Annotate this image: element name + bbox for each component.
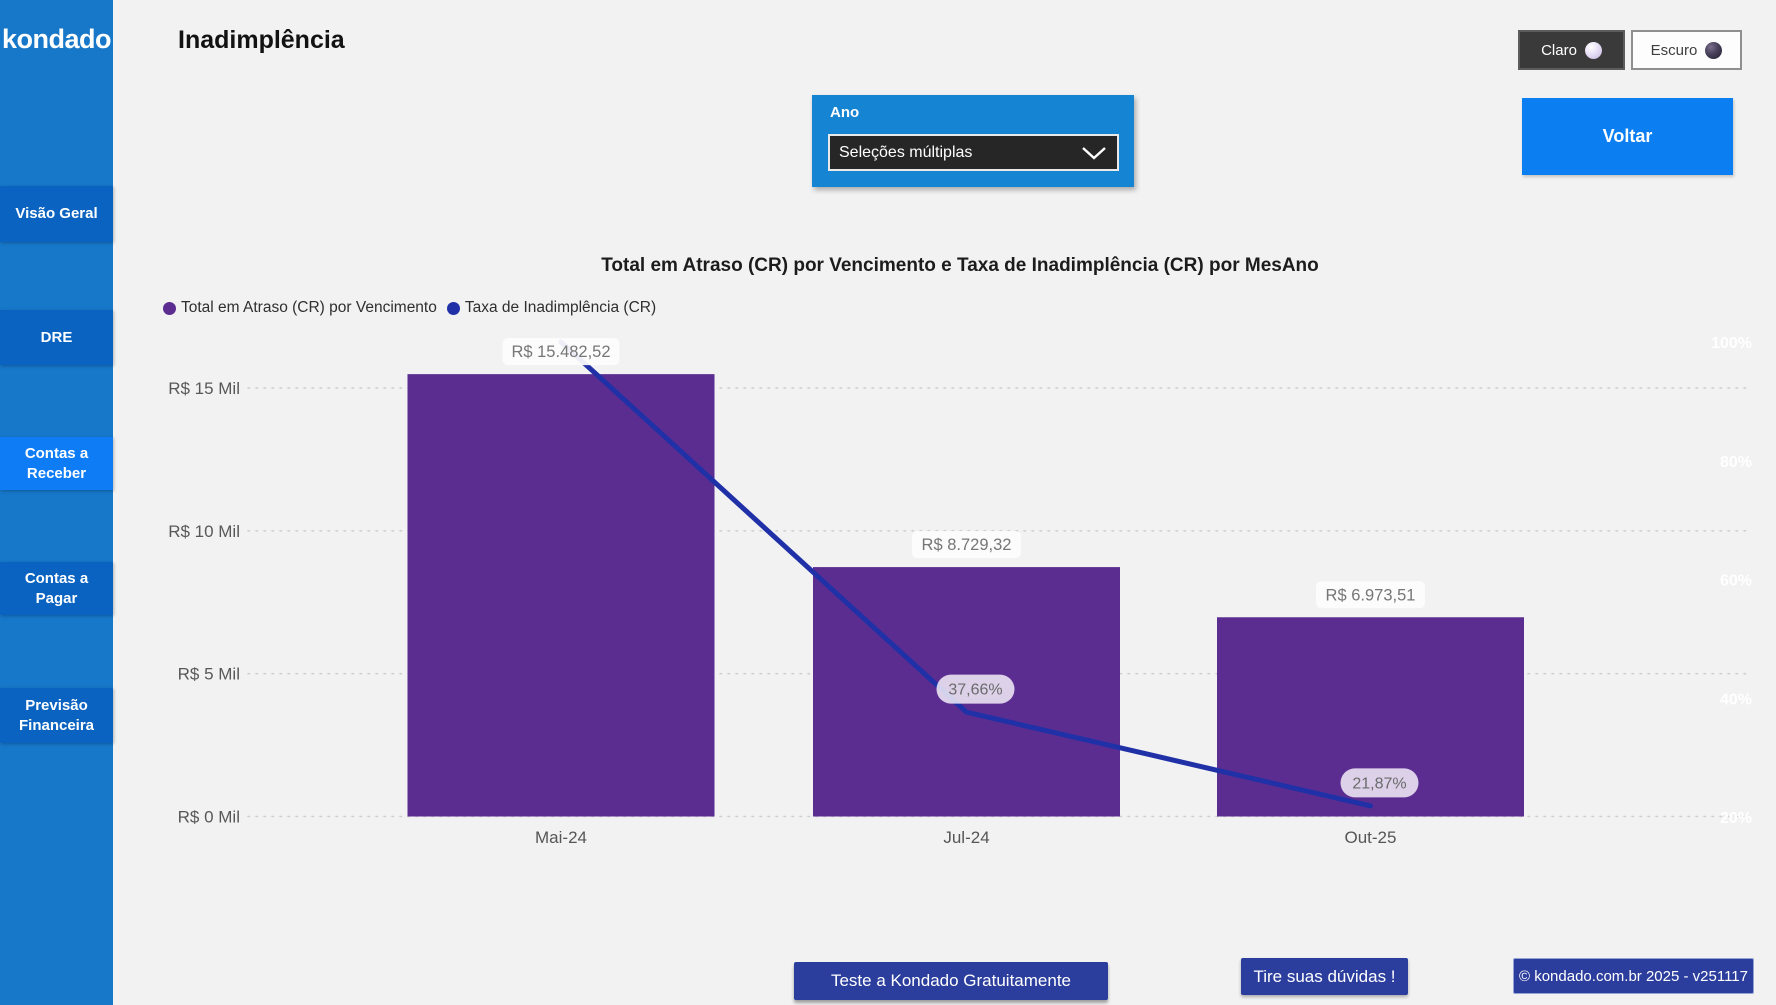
sidebar-item-contas-a-pagar[interactable]: Contas a Pagar bbox=[0, 562, 113, 615]
bar-value-label: R$ 6.973,51 bbox=[1326, 586, 1416, 604]
legend-item-line-series[interactable]: Taxa de Inadimplência (CR) bbox=[446, 299, 657, 317]
chart-title: Total em Atraso (CR) por Vencimento e Ta… bbox=[601, 255, 1319, 276]
bar-value-label-box bbox=[912, 531, 1021, 559]
legend-label: Taxa de Inadimplência (CR) bbox=[464, 299, 657, 316]
dark-theme-orb-icon bbox=[1705, 41, 1723, 59]
theme-light-label: Claro bbox=[1541, 41, 1577, 59]
y-axis-tick-label: R$ 10 Mil bbox=[168, 522, 240, 541]
light-theme-orb-icon bbox=[1584, 41, 1602, 59]
theme-dark-label: Escuro bbox=[1650, 41, 1698, 59]
rate-label-box bbox=[1340, 768, 1419, 798]
sidebar-item-label: Visão Geral bbox=[15, 205, 98, 222]
sidebar-item-dre[interactable]: DRE bbox=[0, 310, 113, 365]
year-filter-panel: Ano Seleções múltiplas bbox=[812, 95, 1134, 187]
voltar-button[interactable]: Voltar bbox=[1522, 98, 1733, 175]
right-axis-tick-label: 100% bbox=[1711, 335, 1752, 352]
year-filter-value: Seleções múltiplas bbox=[839, 143, 973, 161]
bar-value-label-box bbox=[502, 338, 620, 366]
sidebar-item-visao-geral[interactable]: Visão Geral bbox=[0, 186, 113, 242]
theme-light-button[interactable]: Claro bbox=[1518, 30, 1625, 70]
bar-value-label-box bbox=[1316, 581, 1425, 609]
rate-label: 37,66% bbox=[948, 682, 1002, 699]
x-axis-label: Jul-24 bbox=[943, 828, 989, 847]
right-axis-tick-label: 80% bbox=[1720, 454, 1752, 471]
sidebar-item-label: Previsão Financeira bbox=[18, 696, 95, 734]
line-series-dot-icon bbox=[446, 301, 460, 315]
bar-series-dot-icon bbox=[163, 301, 176, 315]
rate-line[interactable] bbox=[558, 339, 1373, 809]
teste-kondado-button[interactable]: Teste a Kondado Gratuitamente bbox=[794, 962, 1108, 1000]
year-filter-label: Ano bbox=[830, 104, 860, 121]
y-axis-tick-label: R$ 15 Mil bbox=[168, 379, 240, 398]
x-axis-label: Mai-24 bbox=[535, 828, 587, 847]
chevron-down-icon bbox=[1082, 146, 1106, 160]
theme-dark-button[interactable]: Escuro bbox=[1631, 30, 1742, 70]
sidebar-item-label: DRE bbox=[40, 328, 73, 346]
sidebar-item-label: Contas a Pagar bbox=[24, 569, 89, 607]
kondado-logo: kondado bbox=[2, 24, 112, 54]
sidebar-item-contas-a-receber[interactable]: Contas a Receber bbox=[0, 437, 113, 490]
bar-Mai-24[interactable] bbox=[407, 374, 715, 817]
chart-legend: Total em Atraso (CR) por Vencimento Taxa… bbox=[163, 297, 656, 319]
legend-label: Total em Atraso (CR) por Vencimento bbox=[181, 299, 437, 316]
sidebar-item-label: Contas a Receber bbox=[24, 444, 89, 482]
y-axis-tick-label: R$ 0 Mil bbox=[178, 808, 240, 827]
rate-label: 21,87% bbox=[1352, 775, 1406, 792]
right-axis-tick-label: 40% bbox=[1720, 691, 1752, 708]
page-title: Inadimplência bbox=[178, 26, 345, 54]
year-filter-dropdown[interactable]: Seleções múltiplas bbox=[828, 134, 1119, 171]
right-axis-tick-label: 20% bbox=[1720, 810, 1752, 827]
bar-value-label: R$ 15.482,52 bbox=[511, 343, 610, 361]
tire-duvidas-button[interactable]: Tire suas dúvidas ! bbox=[1241, 958, 1408, 995]
sidebar-item-previsao-financeira[interactable]: Previsão Financeira bbox=[0, 688, 113, 743]
x-axis-label: Out-25 bbox=[1345, 828, 1397, 847]
copyright-version-badge: © kondado.com.br 2025 - v251117 bbox=[1513, 958, 1754, 994]
sidebar: kondado Visão Geral DRE Contas a Receber… bbox=[0, 0, 113, 1005]
y-axis-tick-label: R$ 5 Mil bbox=[178, 665, 240, 684]
legend-item-bar-series[interactable]: Total em Atraso (CR) por Vencimento bbox=[163, 299, 437, 317]
bar-value-label: R$ 8.729,32 bbox=[922, 536, 1012, 554]
rate-label-box bbox=[936, 674, 1015, 704]
right-axis-tick-label: 60% bbox=[1720, 573, 1752, 590]
